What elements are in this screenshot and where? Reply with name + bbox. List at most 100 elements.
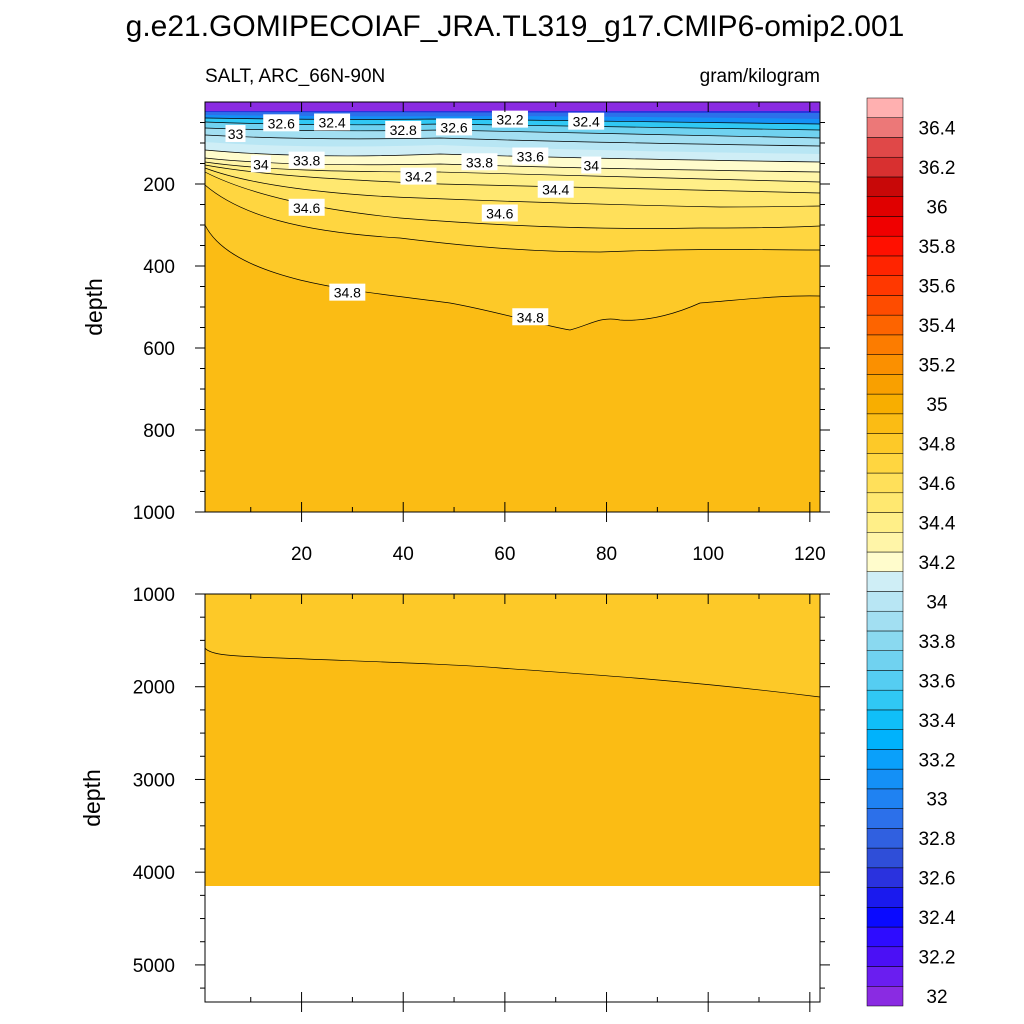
colorbar-swatch: [866, 768, 904, 790]
contour-label: 34: [253, 156, 269, 172]
contour-label-bg: [288, 151, 325, 169]
y-tick-label: 2000: [133, 678, 175, 699]
colorbar-swatch: [866, 788, 904, 809]
lower-contour-34-9: [204, 647, 821, 698]
upper-x-axis: 20 40 60 80 100 120: [250, 102, 826, 565]
lower-y-axis-label: depth: [79, 769, 105, 827]
colorbar: 32 32.2 32.4 32.6 32.8 33 33.2 33.4 33.6 33.8 34 34…: [866, 97, 956, 1008]
contour-label: 32.4: [318, 115, 345, 131]
colorbar-label: 35.2: [919, 355, 956, 376]
contour-label: 34.4: [542, 182, 569, 198]
colorbar-label: 33.6: [919, 671, 956, 692]
colorbar-label: 33.8: [919, 632, 956, 653]
contour-label: 34.2: [405, 169, 432, 185]
units-label: gram/kilogram: [700, 66, 820, 87]
colorbar-swatch: [866, 472, 904, 494]
contour-label: 33: [228, 126, 244, 142]
lower-x-axis: [250, 594, 811, 1012]
colorbar-swatch: [866, 591, 904, 612]
upper-band-32: [205, 102, 820, 111]
colorbar-swatch: [866, 117, 904, 138]
y-tick-label: 200: [143, 175, 175, 196]
colorbar-swatch: [866, 137, 904, 158]
colorbar-swatch: [866, 551, 904, 572]
contour-label-bg: [461, 153, 498, 171]
colorbar-label: 32.6: [919, 869, 956, 890]
colorbar-label: 34.8: [919, 434, 956, 455]
colorbar-swatch: [866, 255, 904, 276]
colorbar-label: 32.2: [919, 948, 956, 969]
colorbar-swatch: [866, 689, 904, 711]
colorbar-swatch: [866, 354, 904, 375]
colorbar-swatch: [866, 176, 904, 197]
colorbar-swatch: [866, 196, 904, 217]
contour-label-bg: [581, 156, 602, 174]
contour-label: 32.2: [496, 112, 523, 128]
colorbar-swatch: [866, 709, 904, 730]
x-tick-label: 60: [494, 544, 515, 565]
contour-label: 34.8: [334, 285, 361, 301]
colorbar-swatch: [866, 986, 904, 1007]
contour-label: 34.8: [517, 309, 544, 325]
contour-34-8: [204, 224, 821, 331]
colorbar-label: 34.2: [919, 553, 956, 574]
contour-label-bg: [481, 204, 518, 222]
colorbar-swatch: [866, 808, 904, 829]
contour-label-bg: [263, 114, 300, 132]
contour-label: 32.8: [390, 122, 417, 138]
ocean-floor-region: [205, 886, 820, 1002]
colorbar-swatch: [866, 729, 904, 750]
contour-label-bg: [436, 118, 473, 136]
x-tick-label: 120: [794, 544, 826, 565]
y-tick-label: 600: [143, 339, 175, 360]
colorbar-swatch: [866, 571, 904, 592]
lower-y-axis: 1000 2000 3000 4000 5000: [133, 585, 830, 989]
y-tick-label: 3000: [133, 770, 175, 791]
contour-label-bg: [225, 124, 246, 142]
colorbar-label: 33.2: [919, 750, 956, 771]
contour-label-bg: [512, 147, 549, 165]
colorbar-swatch: [866, 532, 904, 553]
y-tick-label: 5000: [133, 956, 175, 977]
colorbar-swatch: [866, 867, 904, 888]
colorbar-swatch: [866, 946, 904, 967]
colorbar-label: 32.8: [919, 829, 956, 850]
colorbar-swatch: [866, 393, 904, 415]
contour-label-bg: [329, 283, 366, 301]
contour-label-bg: [250, 155, 271, 173]
contour-34: [204, 149, 821, 163]
upper-panel: SALT, ARC_66N-90N gram/kilogram: [81, 66, 830, 565]
colorbar-swatch: [866, 610, 904, 632]
chart-title: g.e21.GOMIPECOIAF_JRA.TL319_g17.CMIP6-om…: [126, 10, 905, 43]
colorbar-label: 35.8: [919, 237, 956, 258]
contour-34-6: [204, 171, 821, 229]
colorbar-swatch: [866, 97, 904, 118]
colorbar-swatch: [866, 512, 904, 533]
x-tick-label: 20: [291, 544, 312, 565]
colorbar-swatch: [866, 413, 904, 434]
contour-label: 32.4: [573, 114, 600, 130]
contour-label: 33.6: [517, 149, 544, 165]
contour-label: 32.6: [268, 115, 295, 131]
x-tick-label: 80: [596, 544, 617, 565]
y-tick-label: 1000: [133, 503, 175, 524]
contour-label: 34.6: [486, 206, 513, 222]
contour-label-bg: [512, 308, 549, 326]
colorbar-label: 33.4: [919, 711, 956, 732]
colorbar-swatch: [866, 156, 904, 178]
colorbar-swatch: [866, 492, 904, 513]
contour-label: 33.8: [293, 153, 320, 169]
colorbar-swatch: [866, 453, 904, 474]
colorbar-label: 35.4: [919, 316, 956, 337]
colorbar-label: 34.4: [919, 513, 956, 534]
colorbar-swatch: [866, 295, 904, 316]
x-tick-label: 40: [393, 544, 414, 565]
contour-34-5: [204, 167, 821, 208]
y-tick-label: 400: [143, 257, 175, 278]
contour-label-bg: [537, 180, 574, 198]
colorbar-swatch: [866, 907, 904, 928]
colorbar-swatch: [866, 334, 904, 355]
contour-label-bg: [491, 110, 528, 128]
colorbar-swatch: [866, 670, 904, 691]
